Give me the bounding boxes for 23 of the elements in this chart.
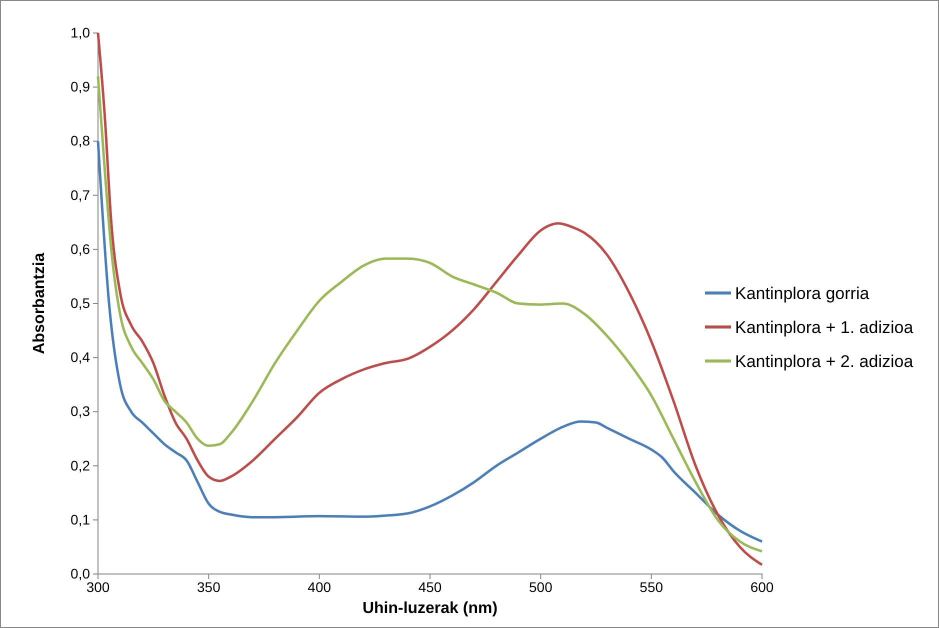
x-tick-label: 400 [308,578,332,595]
y-tick-label: 0,5 [70,294,90,311]
y-axis-title: Absorbantzia [31,252,48,354]
y-tick-label: 0,1 [70,511,90,528]
x-axis-title: Uhin-luzerak (nm) [362,600,498,617]
y-tick-label: 0,8 [70,132,90,149]
y-tick-label: 0,7 [70,186,90,203]
y-tick-label: 0,2 [70,457,90,474]
x-tick-label: 350 [196,578,221,595]
legend-label: Kantinplora gorria [735,284,870,303]
y-tick-label: 0,0 [70,565,90,582]
y-tick-label: 1,0 [70,24,90,40]
x-tick-label: 600 [750,578,774,595]
x-tick-label: 550 [640,578,664,595]
x-tick-label: 450 [418,578,442,595]
legend-label: Kantinplora + 2. adizioa [735,352,914,371]
legend-label: Kantinplora + 1. adizioa [735,318,914,337]
y-tick-label: 0,4 [70,349,90,366]
y-tick-label: 0,3 [70,403,90,420]
x-tick-label: 300 [86,578,110,595]
x-tick-label: 500 [528,578,553,595]
y-tick-label: 0,9 [70,78,90,95]
y-tick-label: 0,6 [70,240,90,257]
